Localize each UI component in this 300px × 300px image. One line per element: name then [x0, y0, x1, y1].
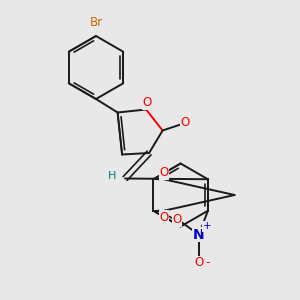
Text: H: H	[108, 171, 117, 181]
Text: +: +	[203, 221, 212, 231]
Text: Br: Br	[89, 16, 103, 29]
Text: N: N	[193, 228, 205, 242]
Text: O: O	[194, 256, 203, 269]
Text: O: O	[160, 166, 169, 179]
Text: -: -	[205, 256, 209, 269]
Text: O: O	[160, 211, 169, 224]
Text: O: O	[143, 96, 152, 110]
Text: O: O	[172, 213, 182, 226]
Text: O: O	[181, 116, 190, 129]
